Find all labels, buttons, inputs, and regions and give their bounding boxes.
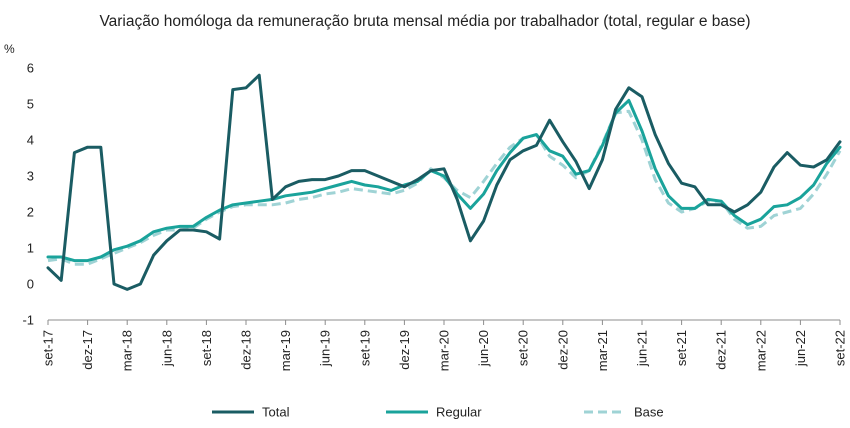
y-axis: -1 0 1 2 3 4 5 6 — [22, 61, 34, 328]
x-tick-label: dez-20 — [555, 330, 570, 370]
x-tick-label: jun-18 — [159, 330, 174, 367]
x-tick-label: dez-18 — [239, 330, 254, 370]
y-tick-label: 3 — [27, 169, 34, 184]
x-tick-label: set-19 — [357, 330, 372, 366]
x-tick-label: mar-20 — [437, 330, 452, 371]
x-tick-label: set-20 — [516, 330, 531, 366]
x-tick-label: dez-21 — [714, 330, 729, 370]
x-tick-label: set-21 — [674, 330, 689, 366]
y-axis-unit-label: % — [4, 42, 15, 56]
x-tick-label: jun-20 — [476, 330, 491, 367]
legend-label-regular: Regular — [436, 405, 482, 420]
y-tick-label: 2 — [27, 205, 34, 220]
x-tick-label: mar-22 — [753, 330, 768, 371]
x-tick-label: set-17 — [41, 330, 56, 366]
x-tick-label: dez-19 — [397, 330, 412, 370]
x-tick-label: dez-17 — [80, 330, 95, 370]
legend: Total Regular Base — [212, 405, 664, 420]
x-tick-label: jun-19 — [318, 330, 333, 367]
y-tick-label: 1 — [27, 241, 34, 256]
x-axis: set-17 dez-17 mar-18 jun-18 set-18 dez-18 mar-… — [41, 319, 848, 371]
series-line-regular — [46, 98, 842, 263]
x-tick-label: mar-21 — [595, 330, 610, 371]
y-tick-label: 4 — [27, 133, 34, 148]
legend-label-base: Base — [634, 405, 664, 420]
x-tick-label: jun-21 — [635, 330, 650, 367]
x-tick-label: set-22 — [833, 330, 848, 366]
x-tick-label: jun-22 — [793, 330, 808, 367]
x-tick-label: mar-18 — [120, 330, 135, 371]
y-tick-label: 6 — [27, 61, 34, 76]
chart-title: Variação homóloga da remuneração bruta m… — [99, 13, 750, 30]
legend-label-total: Total — [262, 405, 290, 420]
y-tick-label: -1 — [22, 313, 34, 328]
y-tick-label: 5 — [27, 97, 34, 112]
series-lines — [46, 73, 842, 291]
x-tick-label: mar-19 — [278, 330, 293, 371]
series-line-total — [46, 73, 842, 291]
y-tick-label: 0 — [27, 277, 34, 292]
x-tick-label: set-18 — [199, 330, 214, 366]
